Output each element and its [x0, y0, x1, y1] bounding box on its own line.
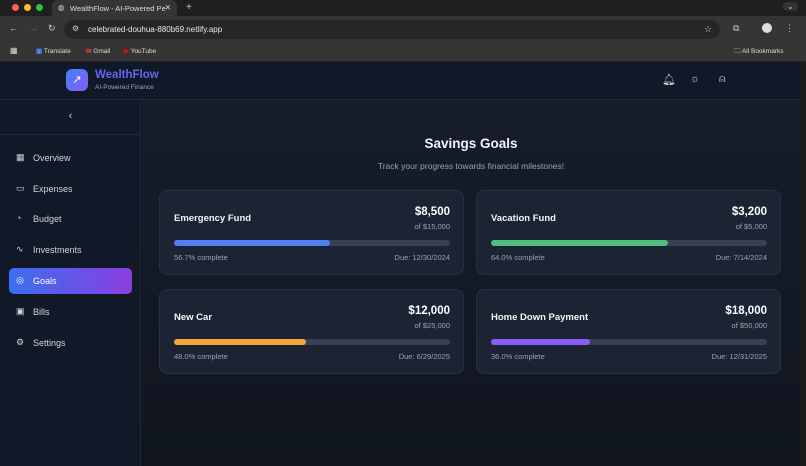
- tab-title: WealthFlow - AI-Powered Pe: [70, 4, 166, 13]
- sidebar-item-label: Goals: [33, 276, 57, 286]
- pie-chart-icon: ◔: [16, 213, 22, 223]
- progress-track: [491, 339, 767, 345]
- target-icon: ◎: [16, 275, 24, 285]
- menu-icon[interactable]: ⋮: [785, 23, 794, 33]
- sidebar-item-label: Overview: [33, 153, 71, 163]
- user-icon[interactable]: ⍝: [719, 73, 726, 85]
- credit-card-icon: ▭: [16, 183, 25, 193]
- profile-avatar[interactable]: [762, 23, 772, 33]
- goal-due-date: Due: 6/29/2025: [398, 352, 450, 361]
- all-bookmarks[interactable]: 🗀 All Bookmarks: [734, 48, 784, 55]
- brand-tagline: AI-Powered Finance: [95, 84, 154, 91]
- goal-name: Emergency Fund: [174, 213, 252, 224]
- goal-card[interactable]: Emergency Fund $8,500 of $15,000 56.7% c…: [159, 190, 464, 275]
- sidebar-item-investments[interactable]: ∿ Investments: [9, 237, 132, 263]
- progress-fill: [174, 339, 307, 345]
- goal-target: of $50,000: [731, 321, 767, 330]
- sidebar: ‹ ▦ Overview ▭ Expenses ◔ Budget ∿ Investmen…: [0, 100, 141, 466]
- goal-target: of $5,000: [735, 222, 767, 231]
- site-info-icon[interactable]: ⚙: [72, 24, 80, 33]
- app-header: ↗ WealthFlow AI-Powered Finance 🔔︎ ☼ ⍝: [0, 62, 806, 100]
- gear-icon: ⚙: [16, 337, 25, 347]
- goal-name: Vacation Fund: [491, 213, 556, 224]
- sidebar-item-goals[interactable]: ◎ Goals: [9, 268, 132, 294]
- goal-target: of $25,000: [414, 321, 450, 330]
- reload-icon[interactable]: ↻: [48, 23, 56, 33]
- forward-icon[interactable]: →: [29, 23, 38, 33]
- browser-tab-bar: ◍ WealthFlow - AI-Powered Pe ✕ + ⌄: [0, 0, 806, 16]
- goal-amount: $3,200: [731, 206, 767, 218]
- goal-target: of $15,000: [414, 222, 450, 231]
- url-text: celebrated-douhua-880b69.netlify.app: [88, 25, 223, 34]
- browser-tab[interactable]: ◍ WealthFlow - AI-Powered Pe ✕: [52, 0, 177, 16]
- goal-due-date: Due: 12/31/2025: [711, 352, 767, 361]
- chevron-left-icon: ‹: [68, 110, 73, 122]
- goal-amount: $18,000: [725, 305, 767, 317]
- tab-search-icon[interactable]: ⌄: [783, 2, 798, 11]
- progress-track: [174, 240, 450, 246]
- goal-due-date: Due: 7/14/2024: [715, 253, 767, 262]
- sun-icon[interactable]: ☼: [690, 73, 701, 85]
- goal-card[interactable]: New Car $12,000 of $25,000 48.0% complet…: [159, 289, 464, 374]
- sidebar-item-label: Investments: [33, 245, 82, 255]
- goal-percent: 48.0% complete: [174, 352, 228, 361]
- maximize-window-button[interactable]: [36, 4, 43, 11]
- progress-fill: [491, 339, 591, 345]
- main-content: Savings Goals Track your progress toward…: [142, 100, 800, 466]
- goal-amount: $8,500: [414, 206, 450, 218]
- sidebar-item-budget[interactable]: ◔ Budget: [9, 206, 132, 232]
- goal-percent: 56.7% complete: [174, 253, 228, 262]
- sidebar-item-label: Bills: [33, 307, 50, 317]
- address-bar-row: ← → ↻ ⚙ celebrated-douhua-880b69.netlify.…: [0, 16, 806, 42]
- goal-name: Home Down Payment: [491, 312, 589, 323]
- progress-fill: [491, 240, 668, 246]
- url-input[interactable]: ⚙ celebrated-douhua-880b69.netlify.app ☆: [64, 20, 720, 39]
- progress-track: [491, 240, 767, 246]
- apps-icon[interactable]: ▦: [10, 46, 18, 55]
- new-tab-icon[interactable]: +: [186, 2, 192, 13]
- sidebar-item-expenses[interactable]: ▭ Expenses: [9, 176, 132, 202]
- goal-percent: 64.0% complete: [491, 253, 545, 262]
- all-bookmarks-label: All Bookmarks: [741, 48, 784, 55]
- trending-up-icon: ↗: [66, 69, 88, 91]
- star-icon[interactable]: ☆: [703, 24, 712, 34]
- bookmarks-bar: ▦ ▣ Translate ✉ Gmail ▶ YouTube 🗀 All Bo…: [0, 42, 806, 62]
- bookmark-label: Gmail: [93, 48, 111, 55]
- sidebar-item-bills[interactable]: ▣ Bills: [9, 299, 132, 325]
- activity-icon: ∿: [16, 244, 24, 254]
- close-window-button[interactable]: [12, 4, 19, 11]
- bookmark-label: Translate: [43, 48, 71, 55]
- globe-icon: ◍: [58, 3, 65, 12]
- goal-due-date: Due: 12/30/2024: [394, 253, 450, 262]
- progress-track: [174, 339, 450, 345]
- collapse-sidebar-button[interactable]: ‹: [0, 100, 141, 135]
- page-title: Savings Goals: [424, 136, 518, 151]
- close-tab-icon[interactable]: ✕: [164, 3, 171, 12]
- bookmark-label: YouTube: [130, 48, 157, 55]
- progress-fill: [174, 240, 331, 246]
- extensions-icon[interactable]: ⧉: [733, 23, 740, 33]
- back-icon[interactable]: ←: [9, 23, 18, 33]
- goal-amount: $12,000: [408, 305, 450, 317]
- goal-name: New Car: [174, 312, 213, 323]
- goal-card[interactable]: Home Down Payment $18,000 of $50,000 36.…: [476, 289, 781, 374]
- bell-icon[interactable]: 🔔︎: [662, 74, 676, 86]
- bookmark-youtube[interactable]: ▶ YouTube: [124, 48, 157, 55]
- goal-card[interactable]: Vacation Fund $3,200 of $5,000 64.0% com…: [476, 190, 781, 275]
- minimize-window-button[interactable]: [24, 4, 31, 11]
- calendar-icon: ▣: [16, 306, 25, 316]
- goal-percent: 36.0% complete: [491, 352, 545, 361]
- brand-name[interactable]: WealthFlow: [95, 69, 159, 81]
- scrollbar[interactable]: [800, 62, 806, 466]
- sidebar-item-settings[interactable]: ⚙ Settings: [9, 330, 132, 356]
- sidebar-item-label: Settings: [33, 338, 66, 348]
- sidebar-item-label: Expenses: [33, 184, 73, 194]
- grid-icon: ▦: [16, 152, 25, 162]
- page-subtitle: Track your progress towards financial mi…: [377, 161, 565, 171]
- sidebar-item-overview[interactable]: ▦ Overview: [9, 145, 132, 171]
- sidebar-item-label: Budget: [33, 214, 62, 224]
- bookmark-gmail[interactable]: ✉ Gmail: [86, 48, 111, 55]
- bookmark-translate[interactable]: ▣ Translate: [36, 48, 71, 55]
